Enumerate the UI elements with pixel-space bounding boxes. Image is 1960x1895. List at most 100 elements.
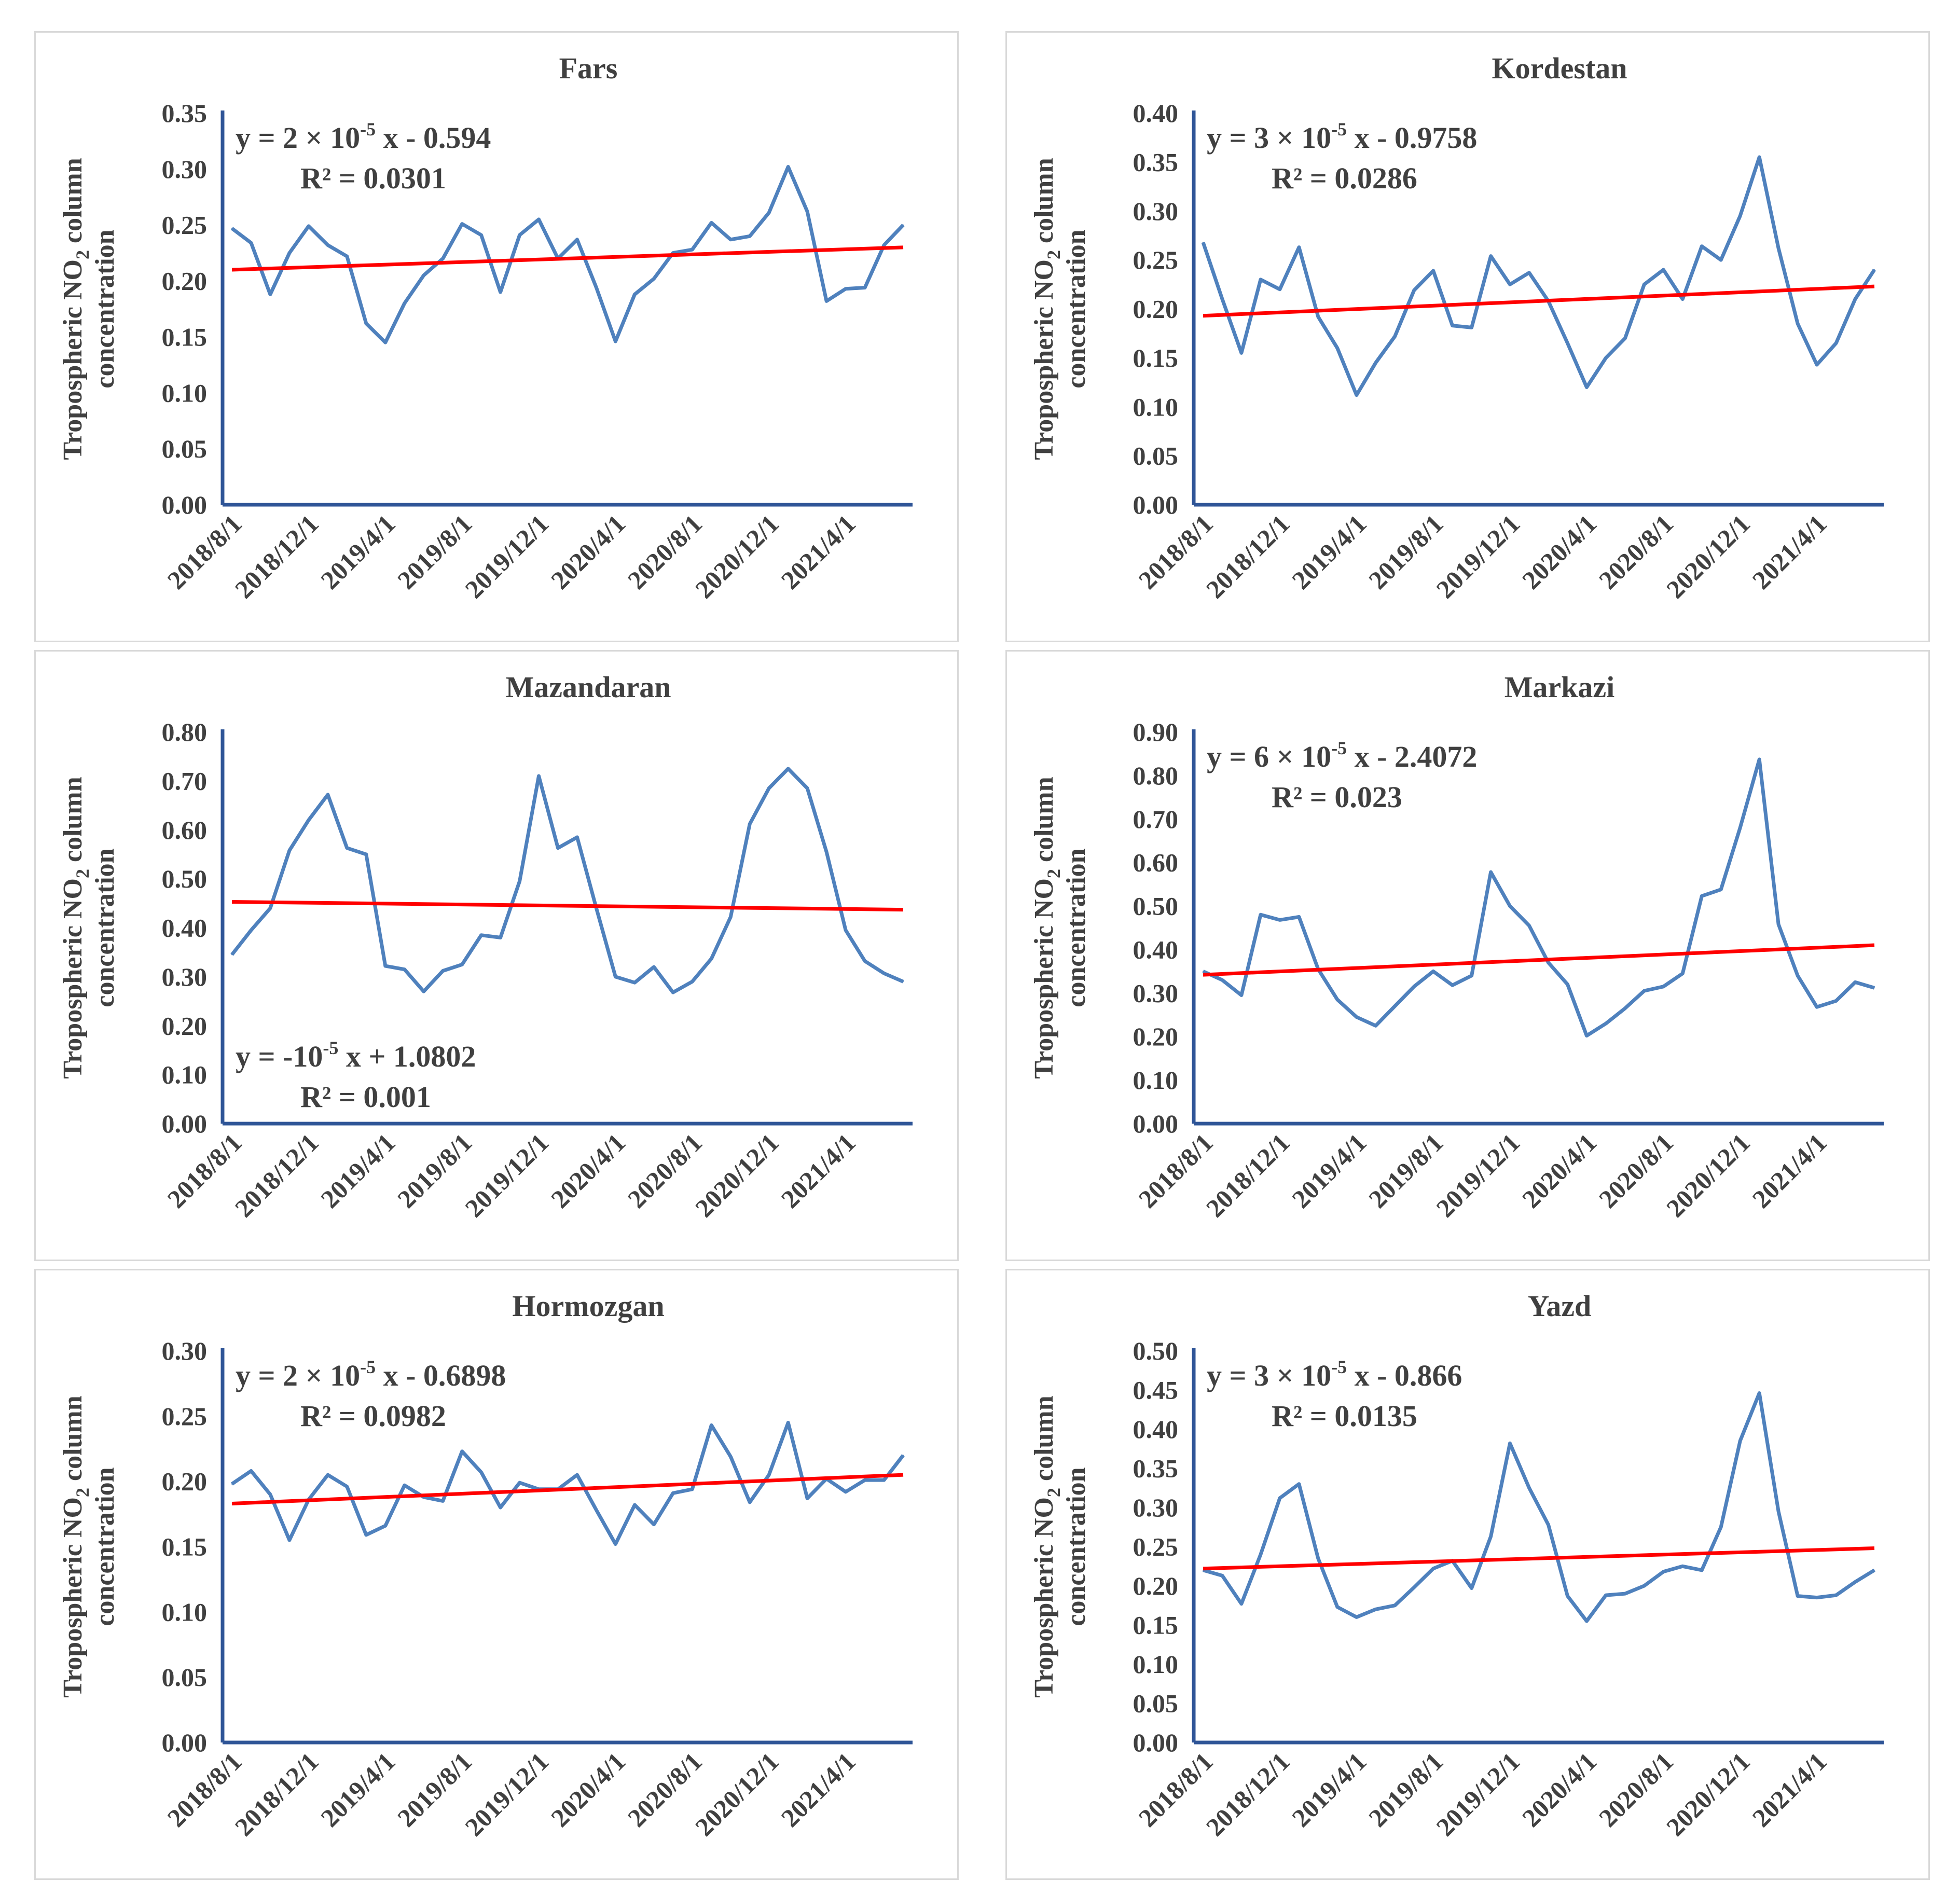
y-tick-label: 0.20 [162, 1467, 208, 1496]
data-point [807, 787, 808, 789]
data-point [1298, 916, 1300, 918]
data-point [269, 907, 271, 909]
y-tick-label: 0.60 [1133, 848, 1179, 877]
data-point [1778, 923, 1779, 925]
data-point [1528, 272, 1530, 273]
y-tick-label: 0.35 [1133, 1454, 1179, 1483]
data-point [1586, 1035, 1588, 1036]
data-point [1528, 925, 1530, 926]
y-tick-label: 0.30 [1133, 1493, 1179, 1522]
data-point [826, 851, 827, 853]
data-point [1490, 872, 1492, 873]
y-tick-label: 0.10 [1133, 1066, 1179, 1095]
chart-svg: Fars 0.00 0.05 0.10 0.15 0.20 0.25 0.30 0.35 Trop… [58, 51, 913, 604]
y-tick-label: 0.30 [1133, 978, 1179, 1007]
x-tick-label: 2020/12/1 [689, 509, 784, 604]
data-point [1778, 247, 1779, 249]
data-point [269, 294, 271, 295]
data-point [442, 1500, 444, 1502]
data-point [845, 930, 847, 931]
data-point [1835, 342, 1837, 344]
r-squared: R² = 0.0301 [300, 161, 446, 195]
data-point [1740, 215, 1741, 217]
data-point [1548, 1524, 1549, 1526]
data-point [788, 768, 789, 769]
data-point [1567, 342, 1568, 344]
data-point [1778, 1511, 1779, 1512]
data-point [1663, 986, 1664, 987]
y-tick-label: 0.00 [162, 1728, 208, 1757]
trend-equation: y = 3 × 10-5 x - 0.9758 [1207, 119, 1477, 155]
x-tick-label: 2020/12/1 [1661, 1128, 1756, 1223]
y-axis-label-line2: concentration [1061, 848, 1091, 1007]
data-point [1682, 298, 1683, 300]
data-point [365, 1534, 367, 1536]
data-point [1874, 987, 1875, 989]
chart-svg: Kordestan 0.00 0.05 0.10 0.15 0.20 0.25 0.30 0.3… [1029, 51, 1884, 604]
data-point [1759, 156, 1760, 158]
x-tick-label: 2019/4/1 [1286, 1128, 1372, 1213]
data-point [596, 907, 597, 909]
data-point [327, 794, 328, 795]
data-point [384, 1525, 386, 1527]
y-tick-label: 0.30 [1133, 197, 1179, 226]
data-point [768, 212, 770, 213]
trend-equation: y = 2 × 10-5 x - 0.6898 [236, 1357, 506, 1392]
y-tick-label: 0.20 [162, 1011, 208, 1040]
data-point [903, 1455, 904, 1456]
data-point [653, 278, 655, 280]
data-point [768, 787, 770, 789]
data-point [500, 292, 501, 293]
data-point [634, 982, 636, 984]
data-point [557, 847, 559, 849]
data-point [1624, 1593, 1626, 1595]
data-point [1874, 269, 1875, 270]
data-point [308, 819, 309, 821]
chart-title: Yazd [1528, 1289, 1591, 1323]
data-point [1720, 1526, 1722, 1528]
data-point [250, 1470, 252, 1472]
data-point [1375, 362, 1376, 364]
y-tick-label: 0.15 [162, 1532, 208, 1561]
data-point [500, 1507, 501, 1508]
data-point [231, 1483, 232, 1485]
x-tick-label: 2020/4/1 [545, 509, 631, 594]
y-axis-label: Tropospheric NO2 column [58, 777, 93, 1078]
data-point [1432, 1568, 1434, 1569]
data-point [480, 1472, 482, 1473]
data-point [1394, 1005, 1396, 1007]
x-tick-label: 2019/12/1 [459, 1747, 554, 1842]
x-tick-label: 2021/4/1 [1747, 1747, 1832, 1832]
data-point [884, 244, 885, 246]
trend-equation: y = -10-5 x + 1.0802 [236, 1038, 476, 1073]
y-tick-label: 0.70 [162, 766, 208, 795]
data-point [1855, 298, 1856, 300]
data-point [596, 1510, 597, 1511]
trend-equation: y = 3 × 10-5 x - 0.866 [1207, 1357, 1462, 1392]
data-point [864, 960, 866, 962]
y-tick-label: 0.30 [162, 962, 208, 991]
data-point [1452, 325, 1453, 326]
trend-line [231, 900, 904, 912]
data-point [404, 969, 405, 970]
data-point [442, 970, 444, 972]
data-point [1260, 1554, 1261, 1555]
data-point [1624, 1007, 1626, 1009]
data-point [1375, 1025, 1376, 1027]
x-tick-label: 2018/12/1 [229, 1747, 324, 1842]
data-point [807, 211, 808, 212]
x-tick-label: 2019/12/1 [459, 509, 554, 604]
x-tick-label: 2020/4/1 [545, 1747, 631, 1832]
data-point [404, 1485, 405, 1486]
x-tick-label: 2020/12/1 [689, 1747, 784, 1842]
data-point [903, 981, 904, 983]
data-point [250, 930, 252, 931]
y-tick-label: 0.35 [1133, 147, 1179, 176]
data-point [1356, 1616, 1357, 1618]
data-point [672, 992, 674, 993]
trend-equation: y = 6 × 10-5 x - 2.4072 [1207, 738, 1477, 773]
r-squared: R² = 0.001 [300, 1080, 431, 1114]
data-point [845, 1491, 847, 1492]
data-point [1490, 255, 1492, 257]
data-point [615, 1543, 616, 1545]
